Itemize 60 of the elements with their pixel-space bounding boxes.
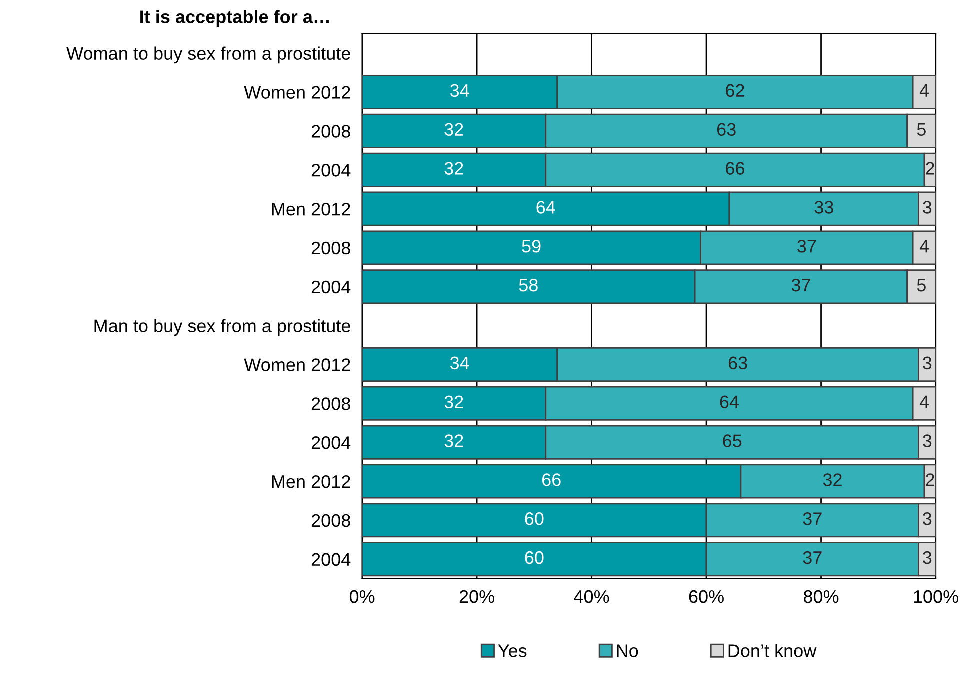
x-tick-label: 0%: [350, 590, 375, 604]
data-label: 4: [920, 240, 930, 253]
data-label: 32: [444, 396, 464, 409]
data-label: 64: [536, 201, 556, 214]
data-label: 32: [444, 162, 464, 175]
x-tick-label: 100%: [914, 590, 958, 604]
legend-label: Yes: [498, 644, 527, 658]
data-label: 32: [444, 434, 464, 448]
data-label: 4: [920, 396, 930, 408]
y-tick-label: Women 2012: [244, 358, 350, 372]
data-label: 3: [923, 551, 932, 564]
chart-title: It is acceptable for a…: [140, 10, 329, 27]
data-label: 37: [798, 240, 816, 253]
x-tick-label: 20%: [460, 590, 494, 604]
y-tick-label: Men 2012: [272, 202, 350, 216]
data-label: 4: [920, 84, 930, 97]
y-tick-label: Man to buy sex from a prostitute: [94, 319, 350, 336]
data-label: 32: [823, 474, 842, 486]
data-label: 3: [923, 512, 932, 526]
data-label: 3: [923, 356, 932, 370]
data-label: 34: [450, 84, 470, 98]
data-label: 3: [923, 434, 932, 448]
data-label: 66: [726, 162, 744, 175]
data-label: 5: [917, 123, 926, 136]
data-label: 65: [723, 434, 742, 448]
y-tick-label: 2008: [312, 514, 350, 528]
data-label: 63: [728, 356, 748, 370]
y-tick-label: 2004: [312, 436, 351, 450]
y-tick-label: Men 2012: [272, 475, 350, 488]
y-tick-label: Woman to buy sex from a prostitute: [66, 46, 350, 64]
y-tick-label: 2008: [312, 125, 350, 138]
y-tick-label: 2004: [312, 164, 351, 177]
data-label: 66: [542, 474, 561, 486]
legend-label: No: [617, 644, 638, 658]
data-label: 63: [717, 123, 736, 136]
y-tick-label: Women 2012: [244, 86, 350, 99]
data-label: 3: [923, 201, 932, 214]
data-label: 37: [803, 551, 822, 564]
data-label: 34: [450, 356, 470, 370]
x-tick-label: 40%: [574, 590, 610, 604]
y-tick-label: 2004: [312, 280, 351, 294]
data-label: 60: [525, 512, 544, 526]
data-label: 59: [522, 240, 541, 253]
data-label: 2: [926, 474, 934, 486]
y-tick-label: 2008: [312, 242, 350, 255]
data-label: 60: [525, 551, 544, 564]
legend-label: Don’t know: [728, 644, 817, 658]
y-tick-label: 2008: [312, 398, 350, 410]
data-label: 33: [814, 201, 834, 214]
data-label: 2: [926, 162, 934, 175]
data-label: 37: [792, 278, 810, 292]
data-label: 37: [803, 512, 822, 526]
data-label: 64: [720, 396, 739, 409]
data-label: 5: [917, 279, 926, 292]
x-tick-label: 80%: [804, 590, 839, 604]
x-tick-label: 60%: [689, 590, 724, 604]
data-label: 58: [519, 278, 538, 292]
data-label: 62: [726, 84, 744, 98]
y-tick-label: 2004: [312, 553, 351, 566]
data-label: 32: [444, 123, 464, 136]
